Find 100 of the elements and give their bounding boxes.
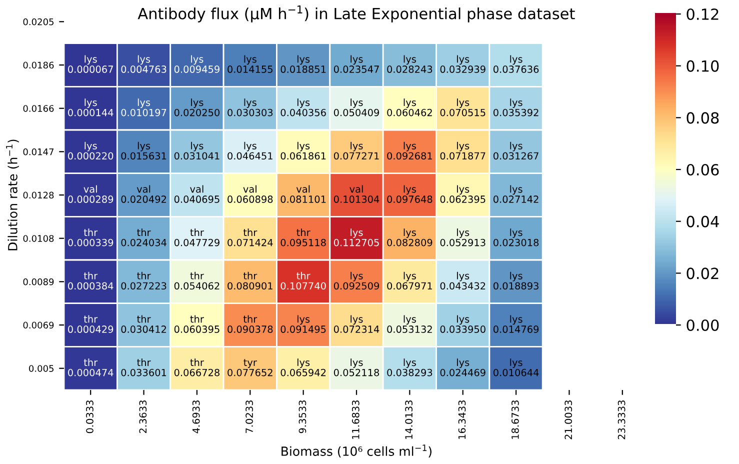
data-label: lys 0.024469 (440, 358, 486, 376)
data-label: val 0.000289 (68, 185, 114, 203)
data-label: thr 0.033601 (121, 358, 166, 376)
color-bar-label: 0.02 (686, 268, 718, 280)
data-label: lys 0.061861 (280, 142, 326, 160)
x-tick-label: 0.0333 (86, 400, 94, 434)
data-label: lys 0.050409 (334, 98, 380, 116)
data-label: lys 0.082809 (387, 228, 432, 246)
data-label: val 0.060898 (228, 185, 273, 203)
data-label: thr 0.066728 (174, 358, 220, 376)
data-label: lys 0.000144 (68, 98, 114, 116)
data-label: lys 0.009459 (174, 55, 220, 73)
color-bar-label: 0.08 (686, 112, 719, 124)
data-label: thr 0.000474 (68, 358, 114, 376)
y-tick-label: 0.005 (29, 365, 54, 372)
data-label: lys 0.060462 (387, 98, 432, 116)
data-label: thr 0.000339 (68, 228, 114, 246)
y-tick-label: 0.0205 (23, 18, 54, 26)
data-label: val 0.020492 (121, 185, 166, 203)
data-label: lys 0.092681 (387, 142, 432, 160)
data-label: lys 0.053132 (387, 315, 432, 333)
data-label: lys 0.004763 (121, 55, 166, 73)
chart-title: Antibody flux (μM h$^{−1}$) in Late Exponential phase dataset (138, 6, 575, 22)
y-tick-label: 0.0186 (23, 62, 54, 69)
data-label: thr 0.071424 (228, 228, 273, 246)
data-label: val 0.040695 (174, 185, 220, 203)
data-label: thr 0.000384 (68, 272, 114, 290)
data-label: lys 0.065942 (280, 358, 326, 376)
data-label: tyr 0.077652 (228, 359, 272, 376)
x-tick-label: 11.6833 (352, 400, 360, 439)
data-label: thr 0.060395 (174, 315, 220, 333)
data-label: lys 0.018893 (493, 272, 538, 290)
y-axis-title: Dilution rate (h$^{−1}$) (6, 140, 19, 250)
data-label: lys 0.072314 (334, 315, 380, 333)
data-label: lys 0.000067 (68, 55, 113, 73)
y-tick-label: 0.0147 (23, 148, 54, 156)
data-label: lys 0.092509 (334, 272, 380, 290)
data-label: lys 0.020250 (174, 98, 220, 116)
data-label: lys 0.067971 (387, 272, 432, 290)
data-label: lys 0.027142 (493, 185, 538, 203)
data-label: lys 0.062395 (440, 185, 486, 203)
data-label: lys 0.077271 (334, 142, 379, 160)
x-tick-label: 18.6733 (512, 400, 519, 439)
data-label: lys 0.031267 (493, 142, 538, 160)
data-label: lys 0.032939 (440, 55, 486, 73)
data-label: lys 0.091495 (280, 315, 326, 333)
color-bar-label: 0.04 (686, 216, 719, 228)
x-axis-title: Biomass (10⁶ cells ml$^{−1}$) (282, 444, 432, 458)
data-label: thr 0.047729 (174, 228, 220, 246)
data-label: lys 0.014155 (228, 55, 272, 73)
data-label: lys 0.035392 (493, 98, 538, 116)
data-label: lys 0.000220 (68, 142, 114, 160)
data-label: lys 0.070515 (440, 98, 486, 116)
data-label: lys 0.040356 (280, 98, 326, 116)
y-tick-label: 0.0128 (23, 192, 54, 199)
data-label: lys 0.097648 (387, 185, 432, 203)
data-label: lys 0.018851 (280, 55, 326, 73)
data-label: lys 0.030303 (228, 98, 273, 116)
data-label: lys 0.038293 (387, 358, 432, 376)
data-label: thr 0.054062 (174, 272, 220, 290)
x-tick-label: 4.6933 (192, 400, 200, 434)
y-tick-label: 0.0166 (23, 105, 54, 112)
y-tick-label: 0.0089 (23, 278, 54, 286)
data-label: lys 0.071877 (440, 142, 486, 160)
data-label: lys 0.031041 (174, 142, 220, 160)
color-bar-label: 0.06 (686, 164, 719, 176)
data-label: lys 0.010644 (493, 358, 539, 376)
data-label: lys 0.052118 (334, 358, 380, 376)
x-tick-label: 21.0033 (564, 400, 572, 440)
data-label: thr 0.000429 (68, 315, 114, 333)
data-label: thr 0.090378 (228, 315, 273, 333)
data-label: lys 0.014769 (493, 315, 539, 333)
x-tick-label: 16.3433 (458, 400, 466, 439)
data-label: lys 0.015631 (121, 142, 166, 160)
data-label: lys 0.033950 (440, 315, 486, 333)
data-label: val 0.101304 (334, 185, 380, 203)
data-label: lys 0.023018 (493, 228, 539, 246)
data-label: thr 0.107740 (280, 272, 326, 290)
color-bar-label: 0.00 (686, 319, 719, 332)
data-label: lys 0.037636 (493, 55, 539, 73)
data-label: thr 0.080901 (228, 272, 272, 290)
x-tick-label: 14.0133 (405, 400, 413, 439)
data-label: thr 0.030412 (121, 315, 166, 333)
x-tick-label: 9.3533 (298, 400, 306, 434)
color-bar-label: 0.10 (686, 60, 719, 72)
x-tick-label: 23.3333 (618, 400, 626, 440)
data-label: lys 0.052913 (440, 228, 486, 246)
data-label: lys 0.112705 (334, 228, 379, 246)
color-bar-label: 0.12 (686, 8, 718, 20)
y-tick-label: 0.0108 (23, 235, 54, 242)
data-label: lys 0.023547 (334, 55, 379, 73)
data-label: lys 0.028243 (387, 55, 432, 73)
data-label: lys 0.010197 (121, 98, 166, 116)
data-label: lys 0.043432 (440, 272, 486, 290)
data-label: thr 0.024034 (121, 228, 166, 246)
data-label: thr 0.027223 (121, 272, 166, 290)
data-label: lys 0.046451 (228, 142, 272, 160)
x-tick-label: 7.0233 (246, 400, 253, 433)
y-tick-label: 0.0069 (23, 322, 54, 329)
data-label: thr 0.095118 (280, 228, 326, 246)
